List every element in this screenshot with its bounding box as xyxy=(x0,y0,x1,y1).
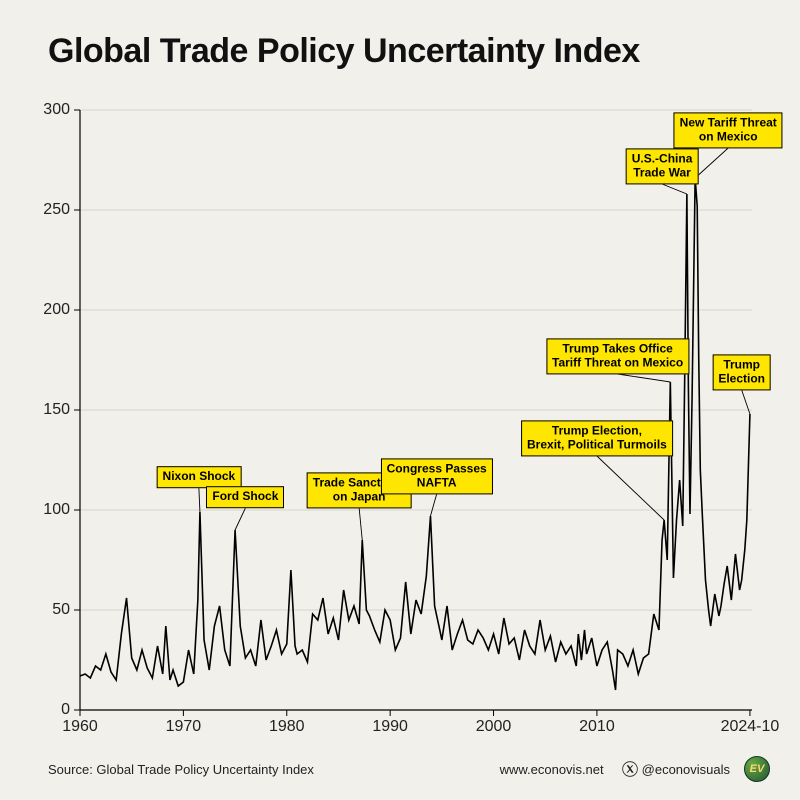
annotation-label: Nixon Shock xyxy=(157,466,242,488)
x-tick-label: 1990 xyxy=(372,718,408,736)
y-tick-label: 300 xyxy=(43,101,70,119)
x-logo-icon xyxy=(622,761,638,777)
x-tick-label: 2010 xyxy=(579,718,615,736)
y-tick-label: 50 xyxy=(52,601,70,619)
annotation-label: Trump Election,Brexit, Political Turmoil… xyxy=(521,420,673,456)
ev-badge-icon: EV xyxy=(744,756,770,782)
x-tick-label: 1970 xyxy=(166,718,202,736)
y-tick-label: 150 xyxy=(43,401,70,419)
x-tick-label: 1960 xyxy=(62,718,98,736)
chart-plot: 050100150200250300 196019701980199020002… xyxy=(80,110,752,710)
handle-text: @econovisuals xyxy=(642,762,730,777)
annotation-label: Trump Takes OfficeTariff Threat on Mexic… xyxy=(546,338,689,374)
annotation-label: Ford Shock xyxy=(206,486,284,508)
x-tick-label: 2024-10 xyxy=(721,718,780,736)
y-tick-label: 250 xyxy=(43,201,70,219)
footer: Source: Global Trade Policy Uncertainty … xyxy=(48,756,770,782)
source-text: Source: Global Trade Policy Uncertainty … xyxy=(48,762,314,777)
x-tick-label: 2000 xyxy=(476,718,512,736)
chart-title: Global Trade Policy Uncertainty Index xyxy=(48,32,640,71)
website-text: www.econovis.net xyxy=(500,762,604,777)
y-tick-label: 100 xyxy=(43,501,70,519)
x-tick-label: 1980 xyxy=(269,718,305,736)
annotation-label: TrumpElection xyxy=(712,354,771,390)
annotation-label: Congress PassesNAFTA xyxy=(381,458,493,494)
annotation-label: New Tariff Threaton Mexico xyxy=(674,112,783,148)
y-tick-label: 200 xyxy=(43,301,70,319)
annotation-label: U.S.-ChinaTrade War xyxy=(626,148,699,184)
y-tick-label: 0 xyxy=(61,701,70,719)
